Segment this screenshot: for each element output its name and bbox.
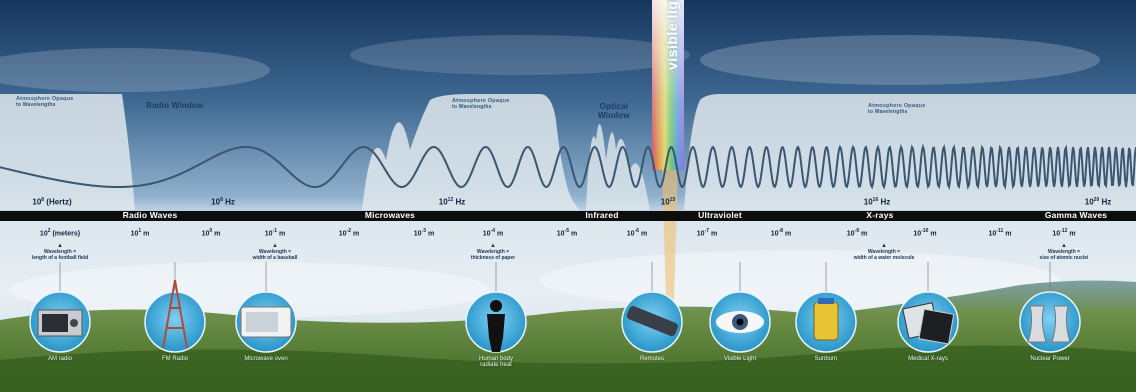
radio-window-label: Radio Window [146, 101, 204, 110]
wavelength-note-1: ▲ Wavelength = width of a baseball [252, 243, 298, 261]
source-caption-0: AM radio [47, 356, 73, 362]
wavelength-label-4: 10-2 m [338, 228, 360, 238]
region-label-0: Radio Waves [122, 210, 178, 220]
nuclear-plant-icon [1019, 291, 1081, 353]
wavelength-label-14: 10-12 m [1052, 228, 1076, 238]
frequency-label-5: 1020 Hz [1084, 197, 1112, 207]
human-body-icon [465, 291, 527, 353]
wavelength-label-7: 10-5 m [556, 228, 578, 238]
source-caption-7: Medical X-rays [908, 356, 948, 362]
region-label-4: X-rays [866, 210, 894, 220]
region-label-3: Ultraviolet [698, 210, 742, 220]
wavelength-label-1: 101 m [130, 228, 150, 238]
wavelength-label-8: 10-6 m [626, 228, 648, 238]
sunscreen-icon [795, 291, 857, 353]
up-arrow-icon: ▲ [1061, 243, 1067, 249]
wavelength-label-0: 102 (meters) [39, 228, 81, 238]
wavelength-label-6: 10-4 m [482, 228, 504, 238]
frequency-label-2: 1012 Hz [438, 197, 466, 207]
wavelength-note-2: ▲ Wavelength = thickness of paper [470, 243, 516, 261]
eye-icon [709, 291, 771, 353]
remote-control-icon [621, 291, 683, 353]
visible-light-label: visible light [664, 0, 680, 70]
microwave-oven-icon [235, 291, 297, 353]
up-arrow-icon: ▲ [57, 243, 63, 249]
wavelength-note-0: ▲ Wavelength = length of a football field [31, 243, 89, 261]
region-label-2: Infrared [585, 210, 619, 220]
wavelength-label-10: 10-8 m [770, 228, 792, 238]
wavelength-label-5: 10-3 m [413, 228, 435, 238]
atmosphere-opaque-label-3: Atmosphere Opaque to Wavelengths [868, 103, 926, 115]
wavelength-label-9: 10-7 m [696, 228, 718, 238]
wavelength-label-3: 10-1 m [264, 228, 286, 238]
source-caption-2: Microwave oven [244, 356, 288, 362]
wavelength-label-2: 100 m [201, 228, 221, 238]
source-caption-3: Human body radiate heat [478, 356, 514, 368]
region-label-5: Gamma Waves [1044, 210, 1108, 220]
source-caption-5: Visible Light [723, 356, 757, 362]
frequency-label-3: 1015 [660, 197, 676, 207]
fm-radio-tower-icon [144, 279, 206, 353]
source-caption-4: Remotes [639, 356, 665, 362]
source-caption-6: Sunburn [814, 356, 838, 362]
wavelength-note-3: ▲ Wavelength = width of a water molecule [853, 243, 915, 261]
source-caption-1: FM Radio [161, 356, 189, 362]
source-caption-8: Nuclear Power [1030, 356, 1070, 362]
up-arrow-icon: ▲ [490, 243, 496, 249]
am-radio-icon [29, 291, 91, 353]
frequency-label-0: 108 (Hertz) [32, 197, 72, 207]
optical-window-label: Optical Window [598, 102, 630, 120]
frequency-label-1: 108 Hz [211, 197, 235, 207]
xray-icon [897, 291, 959, 353]
up-arrow-icon: ▲ [881, 243, 887, 249]
frequency-label-4: 1016 Hz [863, 197, 891, 207]
wavelength-label-13: 10-11 m [988, 228, 1012, 238]
atmosphere-opaque-label-2: Atmosphere Opaque to Wavelengths [452, 98, 510, 110]
up-arrow-icon: ▲ [272, 243, 278, 249]
wavelength-note-4: ▲ Wavelength = size of atomic nuclei [1039, 243, 1089, 261]
wavelength-label-12: 10-10 m [913, 228, 937, 238]
atmosphere-opaque-label-1: Atmosphere Opaque to Wavelengths [16, 96, 74, 108]
region-label-1: Microwaves [364, 210, 416, 220]
wavelength-label-11: 10-9 m [846, 228, 868, 238]
